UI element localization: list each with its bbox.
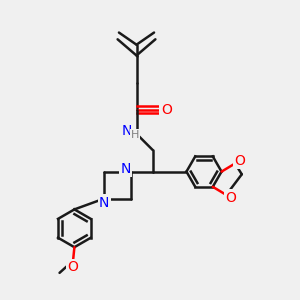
Text: O: O [226,190,237,205]
Text: N: N [99,196,109,210]
Text: O: O [235,154,245,168]
Text: N: N [121,162,131,176]
Text: O: O [68,260,79,274]
Text: O: O [161,103,172,116]
Text: H: H [131,130,139,140]
Text: N: N [122,124,132,138]
